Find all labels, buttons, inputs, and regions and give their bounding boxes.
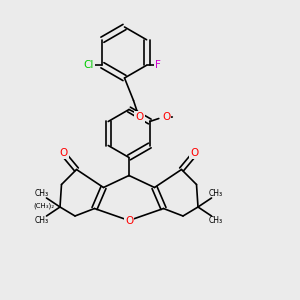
Text: O: O	[135, 112, 144, 122]
Text: (CH₃)₂: (CH₃)₂	[33, 202, 54, 209]
Text: O: O	[190, 148, 199, 158]
Text: Cl: Cl	[84, 60, 94, 70]
Text: CH₃: CH₃	[209, 189, 223, 198]
Text: CH₃: CH₃	[35, 189, 49, 198]
Text: O: O	[162, 112, 170, 122]
Text: CH₃: CH₃	[35, 216, 49, 225]
Text: O: O	[59, 148, 68, 158]
Text: O: O	[125, 216, 133, 226]
Text: F: F	[155, 60, 161, 70]
Text: CH₃: CH₃	[209, 216, 223, 225]
